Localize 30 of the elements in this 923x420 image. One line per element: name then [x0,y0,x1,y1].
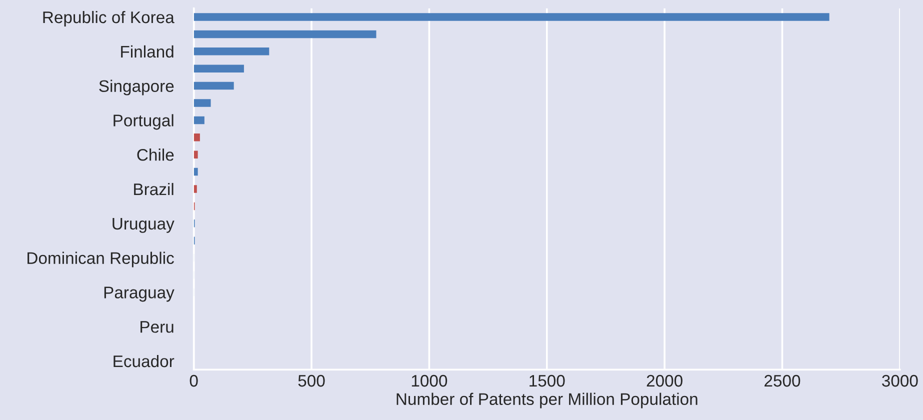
y-tick-label: Paraguay [104,286,174,302]
bar [194,99,211,107]
y-tick-label: Peru [140,321,174,333]
y-tick-label: Brazil [134,182,174,196]
bar [194,168,198,176]
x-axis-title: Number of Patents per Million Population [396,392,698,408]
bar [194,134,200,142]
bar [194,48,270,56]
x-tick-label: 3000 [882,374,918,387]
y-tick-label: Republic of Korea [43,10,174,26]
x-tick-label: 0 [190,374,198,387]
bar [194,64,244,72]
y-tick-label: Ecuador [114,354,174,368]
y-tick-label: Singapore [99,80,174,96]
bar [194,82,234,90]
bar [194,150,198,158]
x-tick-label: 2000 [646,374,682,387]
x-tick-label: 1500 [530,374,565,387]
x-tick-label: 2500 [764,374,800,387]
y-tick-label: Dominican Republic [28,252,174,268]
bar [194,185,197,193]
y-tick-label: Chile [137,148,174,161]
bar [194,116,204,124]
bar [194,30,376,38]
y-tick-label: Finland [121,45,174,58]
x-tick-label: 500 [298,374,325,387]
y-tick-label: Uruguay [112,218,174,233]
bar [194,13,830,21]
x-tick-label: 1000 [412,374,448,387]
y-tick-label: Portugal [114,114,174,130]
